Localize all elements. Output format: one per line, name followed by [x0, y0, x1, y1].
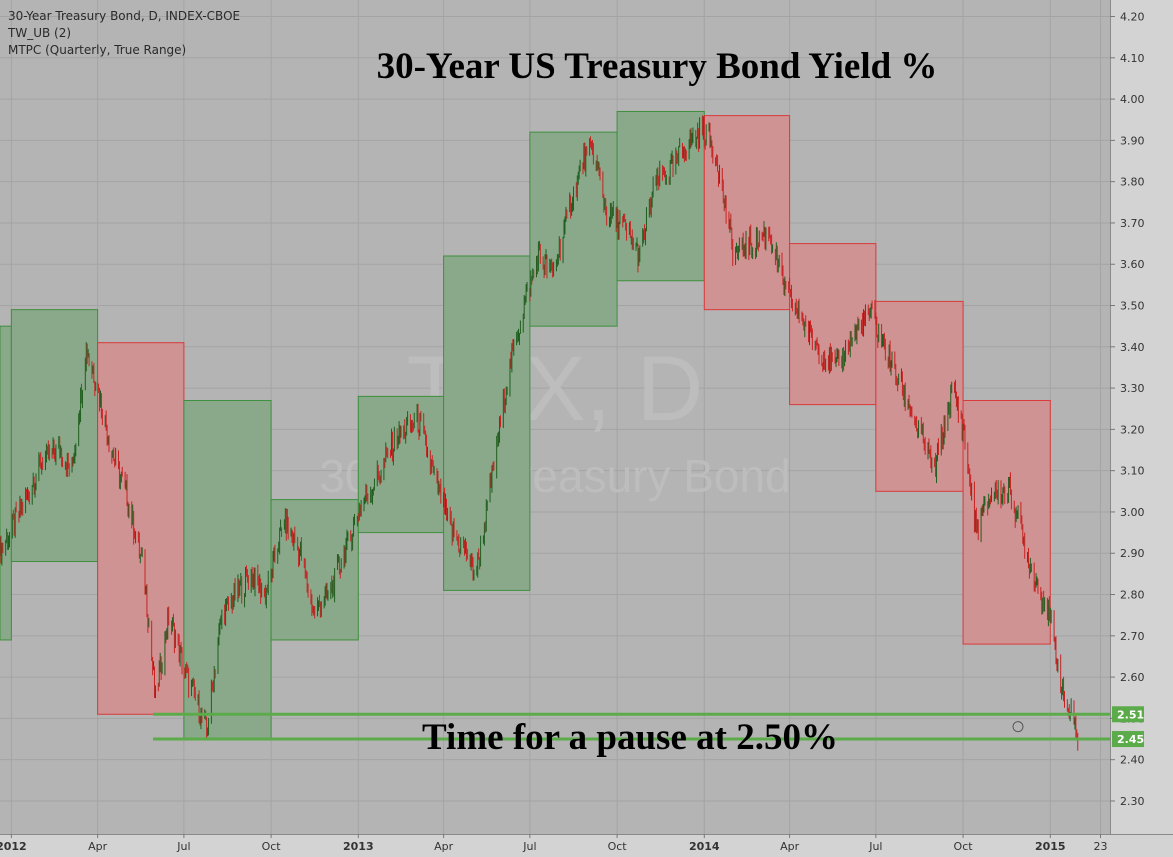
quarter-range-box — [357, 395, 445, 534]
y-tick-label: 2.80 — [1120, 589, 1145, 602]
quarter-range-box — [529, 131, 618, 327]
price-badge — [1112, 731, 1144, 748]
x-tick-label: Oct — [608, 840, 628, 853]
y-tick-label: 3.60 — [1120, 258, 1145, 271]
quarter-range-box — [703, 115, 791, 311]
y-tick-label: 2.30 — [1120, 795, 1145, 808]
y-tick-label: 3.00 — [1120, 506, 1145, 519]
y-tick-label: 2.40 — [1120, 754, 1145, 767]
y-tick-label: 3.30 — [1120, 382, 1145, 395]
quarter-range-box — [183, 399, 272, 740]
x-tick-label: Jul — [868, 840, 882, 853]
x-tick-label: 23 — [1094, 840, 1108, 853]
y-tick-label: 3.80 — [1120, 176, 1145, 189]
y-tick-label: 3.50 — [1120, 300, 1145, 313]
y-tick-label: 3.70 — [1120, 217, 1145, 230]
y-tick-label: 3.40 — [1120, 341, 1145, 354]
x-tick-label: 2012 — [0, 840, 27, 853]
symbol-label[interactable]: 30-Year Treasury Bond, D, INDEX-CBOE — [8, 9, 241, 23]
x-tick-label: Apr — [434, 840, 454, 853]
x-tick-label: 2014 — [689, 840, 720, 853]
y-tick-label: 2.60 — [1120, 671, 1145, 684]
x-axis-panel — [0, 834, 1173, 857]
annotation: Time for a pause at 2.50% — [422, 717, 838, 758]
y-tick-label: 4.10 — [1120, 52, 1145, 65]
price-badge-label: 2.51 — [1117, 708, 1144, 721]
quarter-range-box — [875, 300, 964, 492]
y-tick-label: 3.20 — [1120, 423, 1145, 436]
y-tick-label: 2.70 — [1120, 630, 1145, 643]
y-tick-label: 3.10 — [1120, 465, 1145, 478]
x-tick-label: Jul — [522, 840, 536, 853]
y-tick-label: 2.90 — [1120, 547, 1145, 560]
quarter-range-box — [10, 309, 99, 563]
x-tick-label: Oct — [954, 840, 974, 853]
indicator-label[interactable]: MTPC (Quarterly, True Range) — [8, 43, 187, 57]
indicator-label[interactable]: TW_UB (2) — [8, 26, 72, 40]
chart-title: 30-Year US Treasury Bond Yield % — [377, 46, 938, 87]
quarter-range-box — [97, 342, 185, 715]
x-tick-label: Apr — [88, 840, 108, 853]
x-tick-label: 2015 — [1035, 840, 1066, 853]
price-badge-label: 2.45 — [1117, 733, 1144, 746]
x-tick-label: Apr — [780, 840, 800, 853]
x-tick-label: Jul — [176, 840, 190, 853]
y-tick-label: 4.20 — [1120, 11, 1145, 24]
price-badge — [1112, 706, 1144, 723]
y-tick-label: 3.90 — [1120, 134, 1145, 147]
quarter-range-box — [0, 325, 12, 641]
x-tick-label: 2013 — [343, 840, 374, 853]
y-tick-label: 4.00 — [1120, 93, 1145, 106]
quarter-range-box — [443, 255, 531, 591]
candles — [0, 115, 1079, 751]
price-marker — [1012, 721, 1024, 733]
x-tick-label: Oct — [262, 840, 282, 853]
